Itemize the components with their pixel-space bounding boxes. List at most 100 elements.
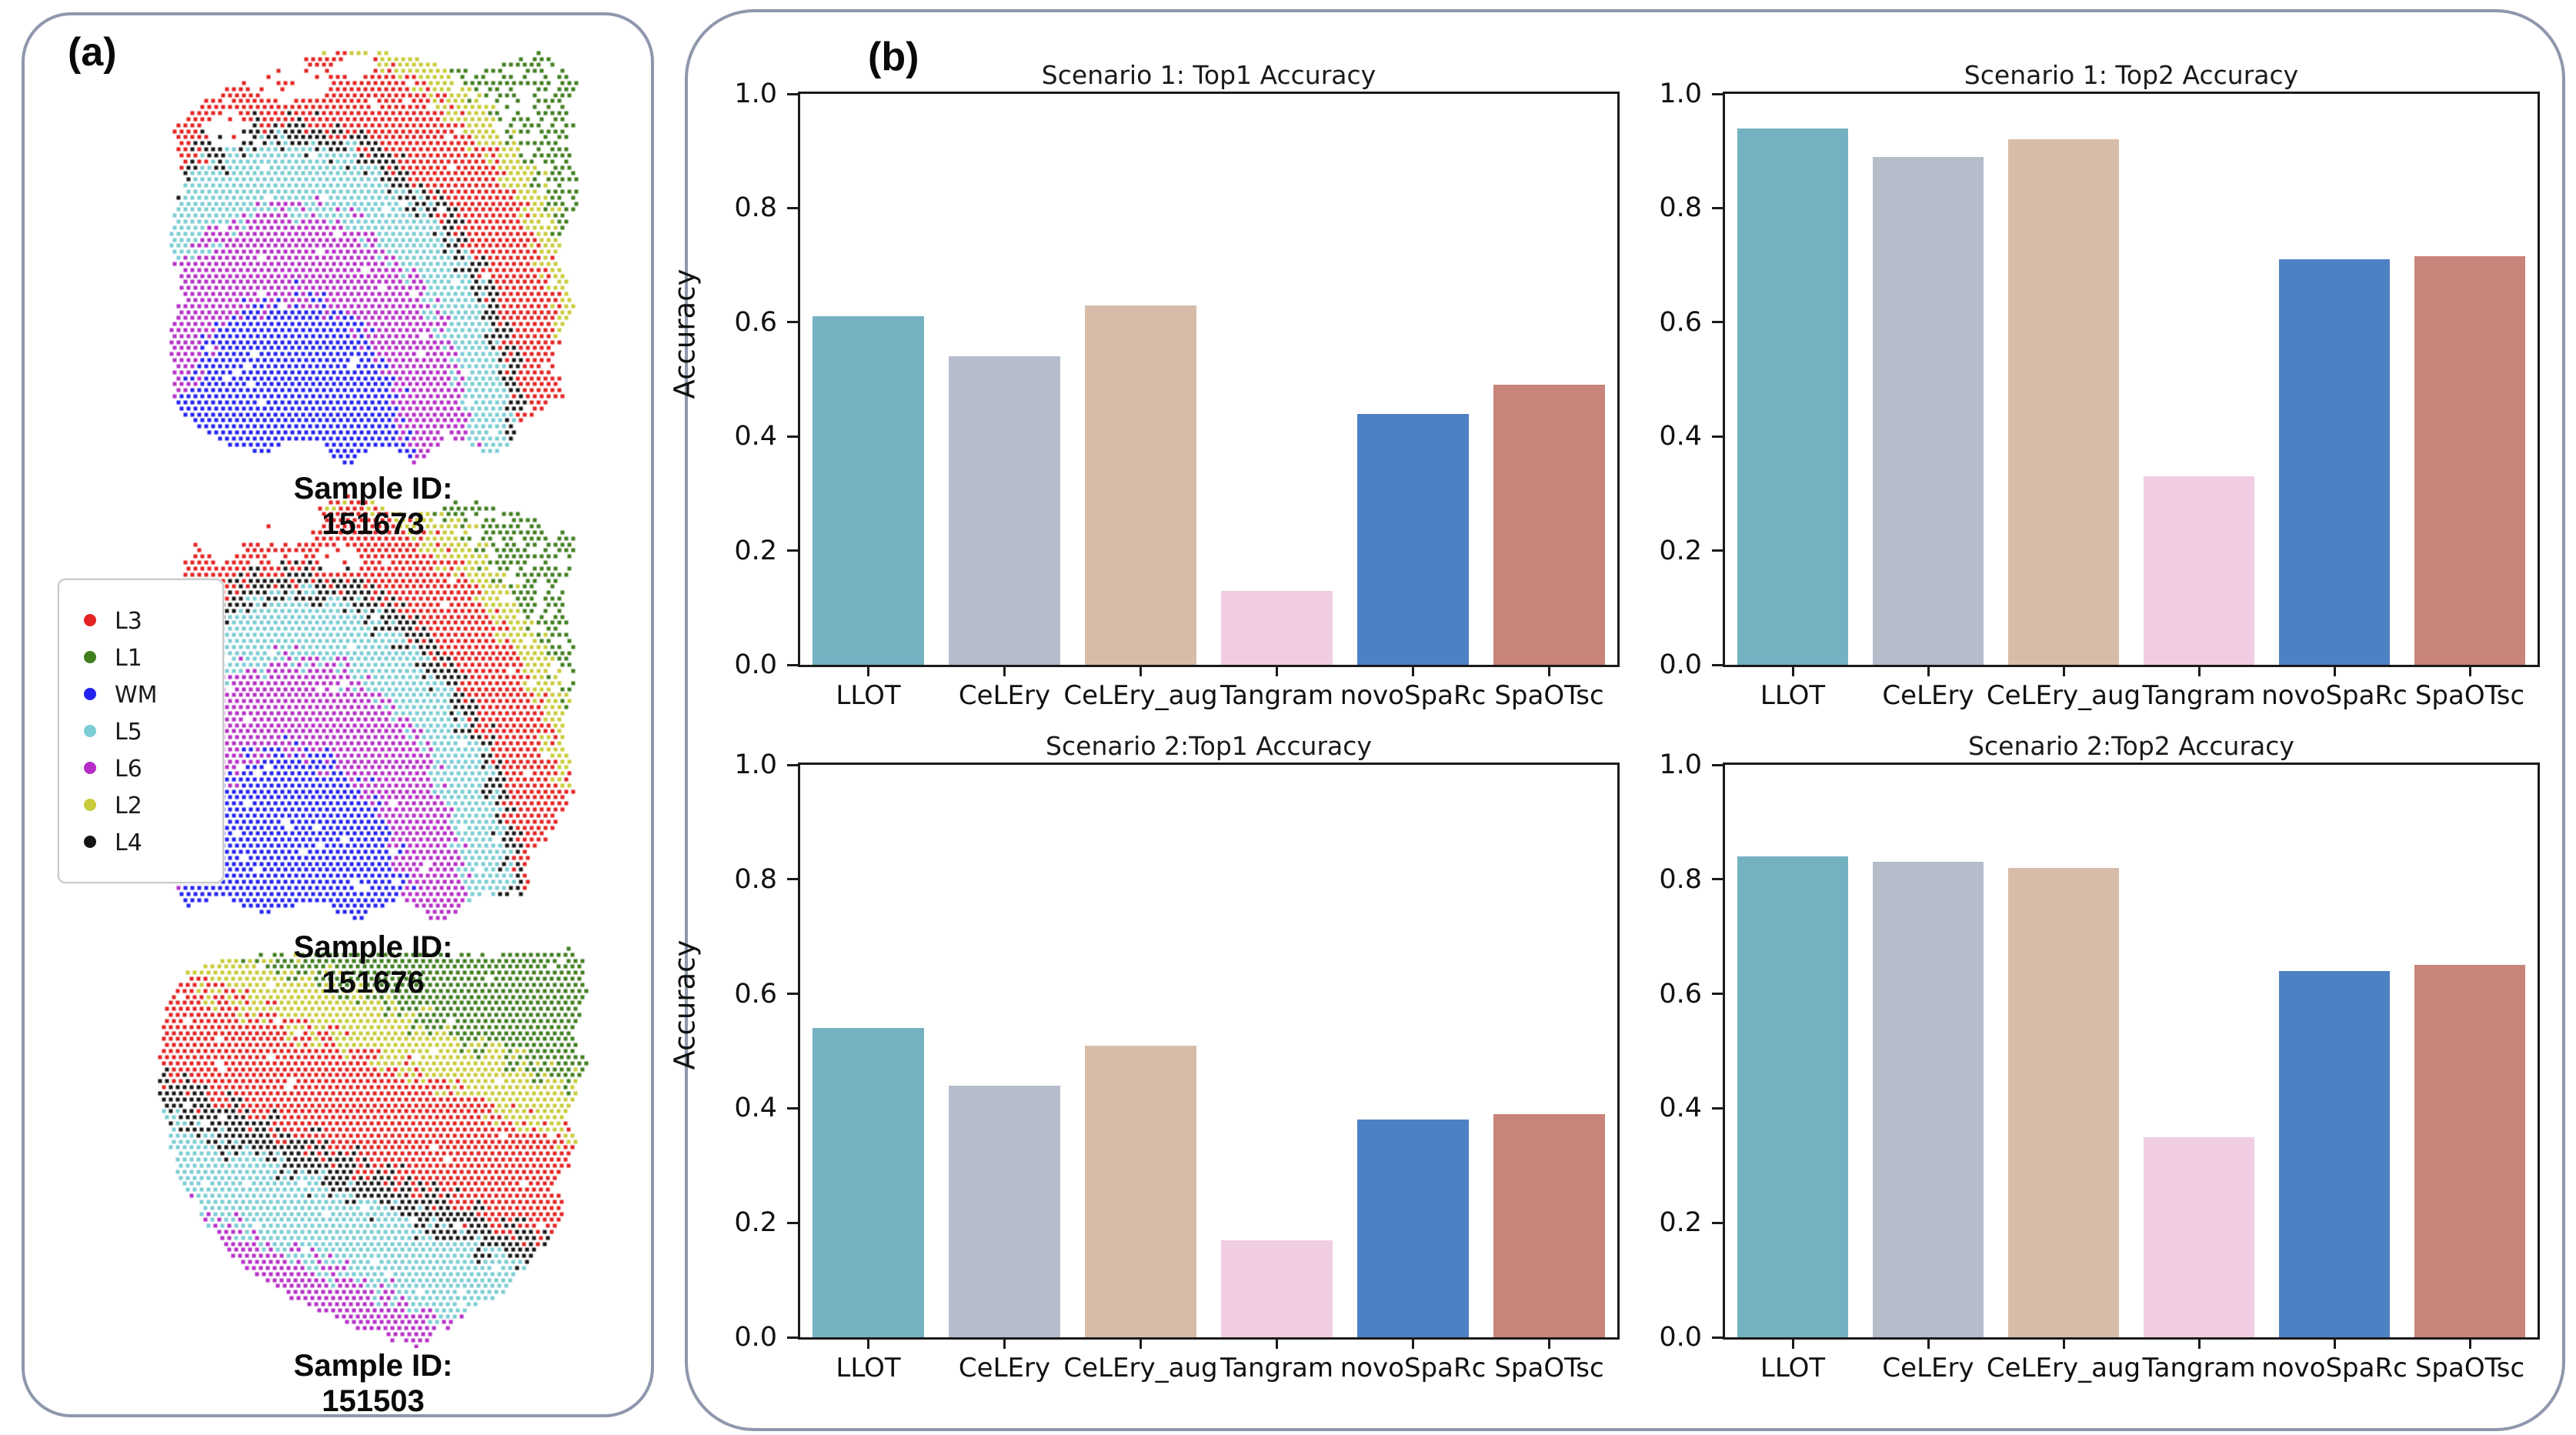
y-tick-mark (1712, 206, 1723, 209)
y-tick-label: 0.6 (1659, 306, 1702, 338)
y-tick-mark (1712, 92, 1723, 95)
x-tick-label: novoSpaRc (1340, 680, 1487, 711)
sample-id: 151673 (322, 507, 425, 541)
x-tick-label: CeLEry (1882, 1353, 1974, 1383)
y-axis-label: Accuracy (668, 940, 702, 1070)
bar-Tangram (2143, 1137, 2255, 1337)
bar-Tangram (1220, 1240, 1333, 1337)
x-tick-label: CeLEry (958, 1353, 1051, 1383)
y-tick-mark (1712, 321, 1723, 324)
y-tick-label: 1.0 (1659, 749, 1702, 780)
x-tick-label: SpaOTsc (1494, 680, 1604, 711)
x-tick-label: novoSpaRc (2261, 1353, 2407, 1383)
x-tick-mark (1927, 1340, 1930, 1349)
bar-CeLEry_aug (2007, 139, 2120, 665)
legend-label: L2 (115, 793, 142, 819)
y-tick-mark (787, 763, 798, 766)
y-axis-label: Accuracy (668, 269, 702, 399)
bar-SpaOTsc (2414, 256, 2526, 665)
y-tick-mark (787, 206, 798, 209)
x-tick-label: CeLEry (958, 680, 1051, 711)
y-tick-label: 0.2 (1659, 535, 1702, 566)
x-tick-label: LLOT (1760, 1353, 1826, 1383)
y-tick-label: 0.6 (1659, 978, 1702, 1010)
chart-plot-area (798, 92, 1620, 667)
legend-dot-icon (84, 762, 96, 774)
sample-caption-prefix: Sample ID: (293, 930, 453, 964)
y-tick-mark (787, 663, 798, 666)
legend-item-L1: L1 (59, 640, 222, 674)
y-tick-mark (787, 435, 798, 438)
x-tick-mark (2062, 1340, 2065, 1349)
panel-b-label: (b) (868, 35, 919, 79)
x-tick-mark (2468, 667, 2471, 676)
bar-SpaOTsc (2414, 965, 2526, 1337)
x-tick-label: Tangram (2142, 680, 2256, 711)
y-tick-mark (1712, 763, 1723, 766)
y-tick-mark (787, 321, 798, 324)
y-tick-mark (787, 878, 798, 881)
y-tick-mark (1712, 435, 1723, 438)
legend-label: L3 (115, 608, 142, 635)
y-tick-label: 0.8 (734, 192, 777, 224)
legend-label: L4 (115, 829, 142, 856)
bar-CeLEry_aug (2007, 868, 2120, 1337)
y-tick-mark (1712, 549, 1723, 552)
y-tick-label: 0.4 (1659, 421, 1702, 452)
x-tick-mark (2197, 1340, 2201, 1349)
legend-item-L4: L4 (59, 825, 222, 859)
y-tick-label: 0.6 (734, 306, 777, 338)
x-tick-mark (1927, 667, 1930, 676)
y-tick-label: 1.0 (734, 749, 777, 780)
bar-SpaOTsc (1493, 1114, 1606, 1337)
sample-id: 151503 (322, 1384, 425, 1418)
x-tick-label: LLOT (836, 680, 901, 711)
sample-caption-prefix: Sample ID: (293, 1349, 453, 1383)
legend-dot-icon (84, 614, 96, 626)
y-tick-mark (1712, 993, 1723, 996)
legend-dot-icon (84, 651, 96, 663)
y-tick-label: 0.2 (734, 535, 777, 566)
bar-CeLEry_aug (1084, 1046, 1197, 1337)
y-tick-label: 0.8 (1659, 192, 1702, 224)
bar-CeLEry (948, 356, 1061, 665)
bar-LLOT (1737, 128, 1849, 665)
chart-title: Scenario 1: Top2 Accuracy (1964, 60, 2299, 90)
y-tick-label: 0.4 (1659, 1093, 1702, 1124)
x-tick-label: CeLEry_aug (1063, 1353, 1218, 1383)
legend-item-L6: L6 (59, 751, 222, 785)
y-tick-mark (1712, 1336, 1723, 1339)
y-tick-label: 1.0 (734, 78, 777, 109)
y-tick-mark (787, 1336, 798, 1339)
x-tick-mark (1003, 1340, 1006, 1349)
x-tick-mark (1791, 1340, 1794, 1349)
bar-Tangram (2143, 476, 2255, 665)
y-tick-mark (1712, 878, 1723, 881)
x-tick-label: LLOT (1760, 680, 1826, 711)
x-tick-mark (1412, 667, 1414, 676)
bar-CeLEry_aug (1084, 305, 1197, 665)
x-tick-label: novoSpaRc (2261, 680, 2407, 711)
x-tick-mark (1276, 1340, 1278, 1349)
legend-label: L5 (115, 719, 142, 746)
y-tick-label: 0.8 (1659, 863, 1702, 895)
legend-item-L2: L2 (59, 788, 222, 822)
legend-item-L5: L5 (59, 714, 222, 748)
x-tick-label: CeLEry_aug (1986, 680, 2141, 711)
legend-dot-icon (84, 836, 96, 848)
y-tick-label: 0.6 (734, 978, 777, 1010)
legend-dot-icon (84, 688, 96, 700)
x-tick-mark (2333, 1340, 2336, 1349)
chart-title: Scenario 2:Top2 Accuracy (1968, 731, 2294, 761)
chart-plot-area (798, 763, 1620, 1340)
x-tick-mark (867, 1340, 869, 1349)
bar-novoSpaRc (1356, 414, 1470, 665)
x-tick-mark (1003, 667, 1006, 676)
x-tick-mark (1140, 667, 1142, 676)
chart-title: Scenario 2:Top1 Accuracy (1046, 731, 1372, 761)
x-tick-mark (2062, 667, 2065, 676)
x-tick-mark (1548, 1340, 1550, 1349)
x-tick-mark (2468, 1340, 2471, 1349)
y-tick-label: 0.8 (734, 863, 777, 895)
